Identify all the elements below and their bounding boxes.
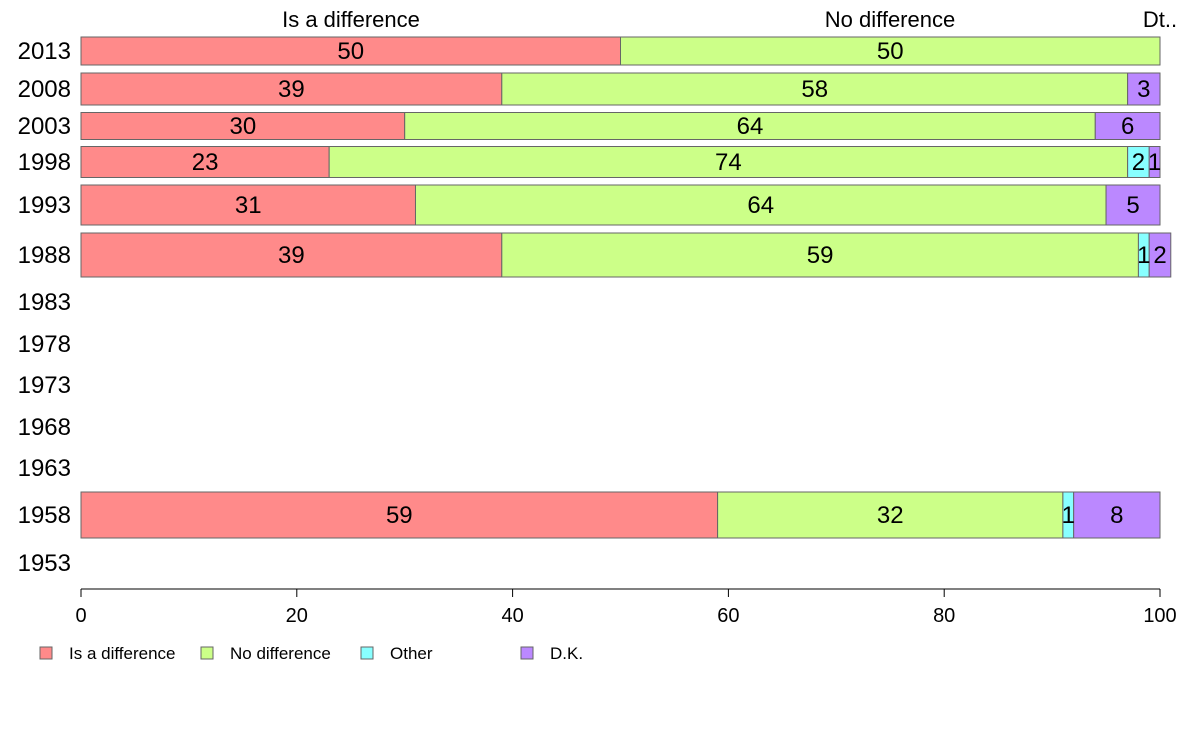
bar-1988-d-k-: [1148, 232, 1172, 278]
category-label-1953: 1953: [18, 550, 71, 577]
category-label-1993: 1993: [18, 192, 71, 219]
bar-1998-no-difference: [328, 146, 1129, 178]
category-label-1998: 1998: [18, 149, 71, 176]
data-label-2013-1: 50: [877, 38, 904, 65]
legend-label-0: Is a difference: [69, 644, 175, 663]
category-label-1983: 1983: [18, 289, 71, 316]
data-label-1998-3: 1: [1148, 149, 1161, 176]
x-tick-label-20: 20: [286, 605, 308, 627]
category-label-1968: 1968: [18, 414, 71, 441]
data-label-1958-0: 59: [386, 502, 413, 529]
category-label-1988: 1988: [18, 242, 71, 269]
category-label-1963: 1963: [18, 455, 71, 482]
bar-1988-no-difference: [501, 232, 1139, 278]
data-label-1958-3: 8: [1110, 502, 1123, 529]
category-label-1973: 1973: [18, 372, 71, 399]
bar-1958-d-k-: [1073, 491, 1161, 539]
x-tick-label-0: 0: [75, 605, 86, 627]
data-label-2003-1: 64: [737, 113, 764, 140]
column-header-2: Dt..: [1143, 7, 1177, 32]
column-header-0: Is a difference: [282, 7, 420, 32]
data-label-2003-0: 30: [229, 113, 256, 140]
x-tick-label-100: 100: [1143, 605, 1176, 627]
bar-2013-is-a-difference: [80, 36, 621, 66]
bar-1998-d-k-: [1148, 146, 1161, 178]
category-label-2003: 2003: [18, 113, 71, 140]
category-label-1978: 1978: [18, 331, 71, 358]
legend-swatch-0: [39, 646, 53, 660]
data-label-1958-1: 32: [877, 502, 904, 529]
data-label-2003-3: 6: [1121, 113, 1134, 140]
data-label-2008-3: 3: [1137, 76, 1150, 103]
bar-2003-d-k-: [1094, 112, 1161, 140]
bar-2003-no-difference: [404, 112, 1096, 140]
data-label-1958-2: 1: [1062, 502, 1075, 529]
bar-1993-no-difference: [414, 184, 1107, 226]
legend-label-1: No difference: [230, 644, 331, 663]
data-label-1988-3: 2: [1153, 242, 1166, 269]
data-label-1988-1: 59: [807, 242, 834, 269]
data-label-1998-1: 74: [715, 149, 742, 176]
category-label-2008: 2008: [18, 76, 71, 103]
legend-label-2: Other: [390, 644, 433, 663]
bar-1958-no-difference: [717, 491, 1064, 539]
x-tick-label-60: 60: [717, 605, 739, 627]
bar-1993-is-a-difference: [80, 184, 416, 226]
legend-swatch-2: [360, 646, 374, 660]
bar-1993-d-k-: [1105, 184, 1161, 226]
category-label-1958: 1958: [18, 502, 71, 529]
bar-2003-is-a-difference: [80, 112, 406, 140]
data-label-2013-0: 50: [337, 38, 364, 65]
legend-swatch-3: [520, 646, 534, 660]
bar-2008-d-k-: [1127, 72, 1161, 106]
data-label-1988-0: 39: [278, 242, 305, 269]
bar-1998-is-a-difference: [80, 146, 330, 178]
x-tick-label-80: 80: [933, 605, 955, 627]
data-label-1998-2: 2: [1132, 149, 1145, 176]
x-tick-label-40: 40: [501, 605, 523, 627]
category-label-2013: 2013: [18, 38, 71, 65]
bar-1988-is-a-difference: [80, 232, 503, 278]
bar-1958-is-a-difference: [80, 491, 719, 539]
data-label-1993-1: 64: [747, 192, 774, 219]
bar-2008-is-a-difference: [80, 72, 503, 106]
column-header-1: No difference: [825, 7, 955, 32]
data-label-2008-1: 58: [801, 76, 828, 103]
data-label-1993-3: 5: [1126, 192, 1139, 219]
data-label-1988-2: 1: [1137, 242, 1150, 269]
legend-swatch-1: [200, 646, 214, 660]
data-label-2008-0: 39: [278, 76, 305, 103]
data-label-1993-0: 31: [235, 192, 262, 219]
data-label-1998-0: 23: [192, 149, 219, 176]
bar-2013-no-difference: [620, 36, 1161, 66]
legend-label-3: D.K.: [550, 644, 583, 663]
